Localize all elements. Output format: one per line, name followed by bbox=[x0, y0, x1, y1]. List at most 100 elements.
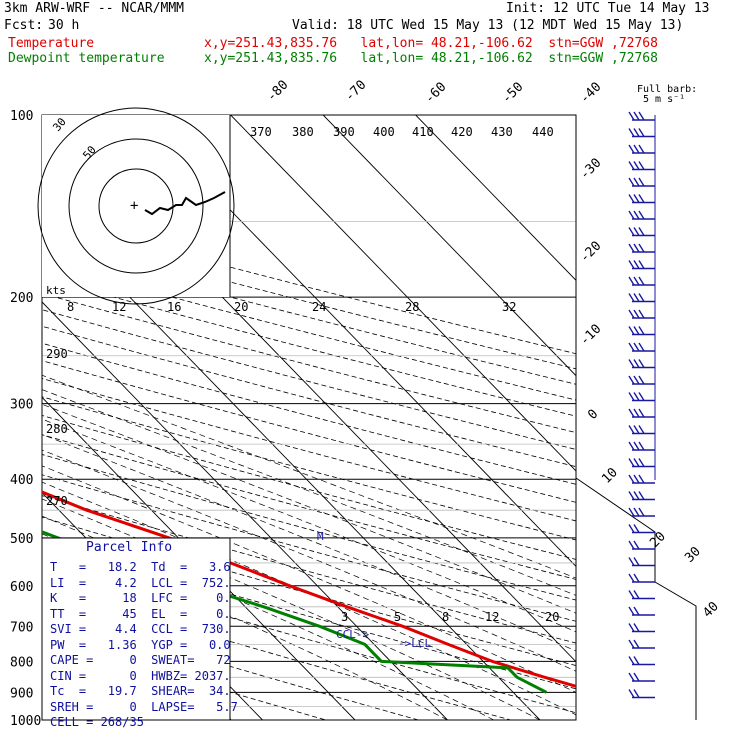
hodograph-theta-label: 410 bbox=[412, 125, 434, 139]
isotherm-label: 40 bbox=[700, 599, 722, 621]
wind-barb-flag bbox=[628, 161, 635, 170]
wind-barb bbox=[628, 672, 655, 682]
wind-barb-flag bbox=[633, 639, 640, 649]
parcel-info-row: TT = 45 EL = 0. bbox=[50, 606, 231, 621]
hodograph-background bbox=[42, 115, 230, 297]
mixing-ratio-label: 12 bbox=[485, 610, 499, 624]
wind-barb-flag bbox=[633, 161, 640, 170]
wind-barb bbox=[628, 573, 655, 583]
wind-barb-flag bbox=[628, 656, 635, 665]
wind-barb bbox=[628, 260, 655, 270]
wind-barb-flag bbox=[633, 392, 640, 401]
wind-barb-flag bbox=[633, 177, 640, 187]
temperature-legend: Temperature bbox=[8, 36, 95, 51]
wind-barb-flag bbox=[638, 425, 645, 434]
wind-barb-flag bbox=[633, 590, 640, 599]
wind-barb bbox=[628, 540, 655, 550]
parcel-info-row: SREH = 0 LAPSE= 5.7 bbox=[50, 699, 238, 714]
fcst-label: Fcst: bbox=[4, 18, 44, 33]
dewpoint-location: x,y=251.43,835.76 lat,lon= 48.21,-106.62… bbox=[204, 51, 658, 66]
wind-barb-flag bbox=[628, 392, 635, 401]
moist-adiabat-line bbox=[42, 403, 576, 614]
wind-barb-flag bbox=[638, 276, 645, 286]
wind-barb-flag bbox=[633, 458, 640, 467]
wind-barb-flag bbox=[633, 573, 640, 583]
wind-barb-flag bbox=[638, 309, 645, 319]
wind-barb-flag bbox=[633, 128, 640, 137]
hodograph-ring bbox=[37, 107, 235, 305]
wind-barb-flag bbox=[633, 309, 640, 319]
wind-barb-flag bbox=[628, 557, 635, 566]
wind-barb-flag bbox=[628, 524, 635, 533]
hodograph-theta-label: 430 bbox=[491, 125, 513, 139]
mixing-ratio-label: 20 bbox=[545, 610, 559, 624]
wind-barb-flag bbox=[628, 293, 635, 302]
parcel-info-row: Tc = 19.7 SHEAR= 34. bbox=[50, 684, 231, 698]
wind-barb bbox=[628, 474, 655, 484]
wind-barb-flag bbox=[628, 606, 635, 616]
level-marker: M bbox=[317, 530, 324, 543]
wind-barb-flag bbox=[633, 623, 640, 632]
hodograph-speed-label: 16 bbox=[167, 300, 181, 314]
hodograph-speed-label: 20 bbox=[234, 300, 248, 314]
wind-barb-flag bbox=[628, 359, 635, 368]
init-time: Init: 12 UTC Tue 14 May 13 bbox=[506, 1, 710, 16]
dry-adiabat-line bbox=[42, 342, 576, 485]
wind-barb-flag bbox=[633, 557, 640, 566]
valid-time: Valid: 18 UTC Wed 15 May 13 (12 MDT Wed … bbox=[292, 18, 684, 33]
isotherm-label: -20 bbox=[577, 239, 604, 266]
wind-barb bbox=[628, 507, 655, 517]
hodograph-trace bbox=[144, 191, 226, 216]
parcel-info-row: K = 18 LFC = 0. bbox=[50, 591, 231, 605]
wind-barb-flag bbox=[633, 474, 640, 484]
wind-barb bbox=[628, 227, 655, 237]
model-title: 3km ARW-WRF -- NCAR/MMM bbox=[4, 1, 185, 16]
wind-barb-flag bbox=[638, 342, 645, 352]
hodograph-speed-label: 12 bbox=[112, 300, 126, 314]
wind-barb-flag bbox=[633, 375, 640, 385]
wind-barb-flag bbox=[628, 623, 635, 632]
parcel-info-row: CELL = 268/35 bbox=[50, 715, 144, 729]
mixing-ratio-label: 8 bbox=[442, 610, 449, 624]
dry-adiabat-line bbox=[42, 277, 576, 417]
wind-barb-flag bbox=[628, 260, 635, 269]
pressure-tick-label: 600 bbox=[10, 580, 33, 595]
isotherm-label: -80 bbox=[264, 78, 291, 105]
wind-barb-flag bbox=[638, 161, 645, 170]
parcel-info-row: CAPE = 0 SWEAT= 72 bbox=[50, 653, 231, 667]
dry-adiabat-line bbox=[42, 585, 513, 720]
dry-adiabat-line bbox=[42, 495, 576, 644]
pressure-tick-label: 400 bbox=[10, 473, 33, 488]
wind-barb-flag bbox=[633, 507, 640, 517]
temperature-profile-line bbox=[42, 490, 576, 688]
hodograph-theta-label: 390 bbox=[333, 125, 355, 139]
wind-barb-flag bbox=[628, 639, 635, 649]
wind-barb-flag bbox=[633, 111, 640, 121]
theta-label: 270 bbox=[46, 494, 68, 508]
wind-barb-flag bbox=[633, 606, 640, 616]
wind-barb-flag bbox=[628, 474, 635, 484]
wind-barb-flag bbox=[628, 441, 635, 451]
wind-barb-flag bbox=[633, 293, 640, 302]
wind-barb-flag bbox=[638, 293, 645, 302]
isotherm-label: 10 bbox=[599, 465, 621, 487]
wind-barb-flag bbox=[638, 210, 645, 220]
hodograph-speed-label: 32 bbox=[502, 300, 516, 314]
isotherm-label: 0 bbox=[585, 407, 601, 423]
pressure-tick-label: 700 bbox=[10, 620, 33, 635]
wind-barb-flag bbox=[638, 474, 645, 484]
wind-barb-flag bbox=[628, 309, 635, 319]
wind-barb-flag bbox=[633, 359, 640, 368]
pressure-tick-label: 200 bbox=[10, 291, 33, 306]
wind-barb-flag bbox=[628, 210, 635, 220]
wind-barb-flag bbox=[638, 441, 645, 451]
theta-label: 290 bbox=[46, 347, 68, 361]
wind-barb-flag bbox=[638, 507, 645, 517]
isotherm-label: -30 bbox=[577, 156, 604, 183]
wind-barb-flag bbox=[638, 458, 645, 467]
wind-barb bbox=[628, 458, 655, 468]
parcel-info-box bbox=[41, 537, 231, 721]
wind-barb-flag bbox=[628, 689, 635, 698]
parcel-info-row: SVI = 4.4 CCL = 730. bbox=[50, 622, 231, 636]
hodograph-ring bbox=[68, 138, 204, 274]
